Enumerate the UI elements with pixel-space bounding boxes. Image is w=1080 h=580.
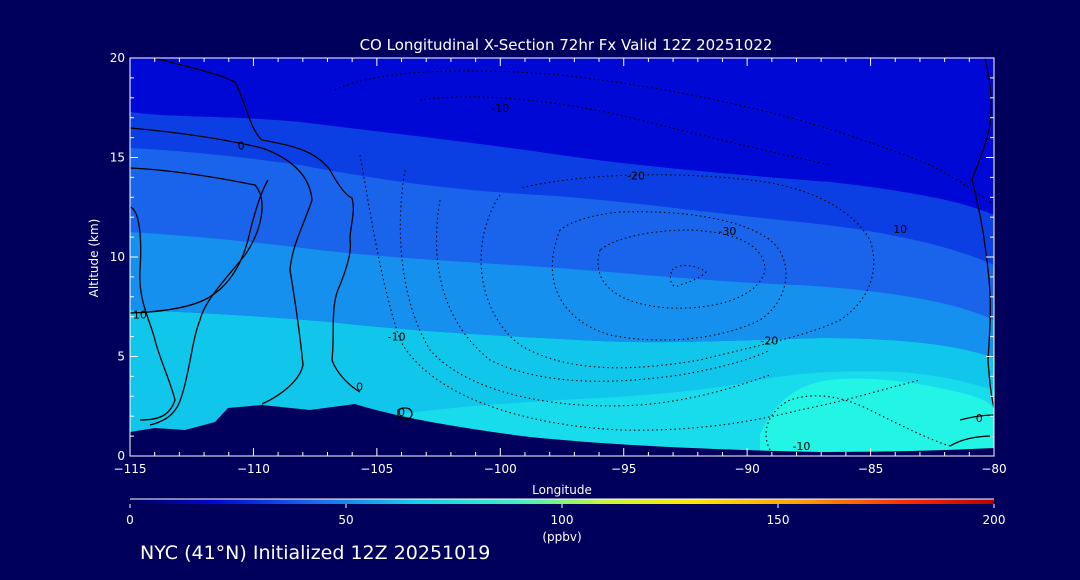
colorbar-tick-label: 0 xyxy=(126,513,134,527)
contour-labels: -10 0 -20 -30 10 10 -10 -20 0 0 0 -10 xyxy=(133,102,983,453)
contour-label: 10 xyxy=(133,309,147,322)
y-tick-label: 15 xyxy=(110,151,125,165)
x-tick-label: −110 xyxy=(237,462,270,476)
contour-label: -20 xyxy=(760,335,778,348)
y-tick-label: 10 xyxy=(110,250,125,264)
y-axis-label: Altitude (km) xyxy=(87,219,101,298)
x-tick-label: −100 xyxy=(484,462,517,476)
contour-label: -30 xyxy=(718,225,736,238)
band-upper xyxy=(130,112,994,265)
y-tick-label: 20 xyxy=(110,51,125,65)
colorbar-tick-label: 50 xyxy=(338,513,353,527)
contour-dotted-2 xyxy=(419,96,831,166)
contour-solid-8 xyxy=(959,414,994,421)
y-tick-label: 5 xyxy=(117,350,125,364)
contour-dotted-10 xyxy=(765,395,951,451)
contour-dotted-9 xyxy=(669,264,707,287)
contour-label: -10 xyxy=(491,102,509,115)
colorbar-unit: (ppbv) xyxy=(542,530,581,544)
colorbar-tick-label: 100 xyxy=(551,513,574,527)
contour-label: -20 xyxy=(627,169,645,182)
contour-dotted-1 xyxy=(334,70,994,206)
contour-label: 10 xyxy=(893,223,907,236)
colorbar-tick-label: 200 xyxy=(983,513,1006,527)
contour-dotted-6 xyxy=(480,174,875,369)
colorbar-tick-label: 150 xyxy=(767,513,790,527)
footer-caption: NYC (41°N) Initialized 12Z 20251019 xyxy=(140,542,491,564)
contour-label: -10 xyxy=(792,440,810,453)
contour-solid-1 xyxy=(154,58,361,393)
x-tick-label: −80 xyxy=(981,462,1006,476)
band-top xyxy=(130,58,994,215)
contour-dotted-5 xyxy=(435,199,771,382)
dotted-contours xyxy=(334,70,994,451)
band-lower xyxy=(130,232,994,358)
x-tick-label: −95 xyxy=(611,462,636,476)
contour-dotted-3 xyxy=(359,154,921,431)
y-tick-label: 0 xyxy=(117,449,125,463)
concentration-field xyxy=(130,58,994,456)
contour-solid-4 xyxy=(130,206,176,421)
band-mid xyxy=(130,148,994,320)
contour-solid-3 xyxy=(130,167,263,426)
x-tick-label: −85 xyxy=(858,462,883,476)
contour-solid-5 xyxy=(130,179,269,314)
contour-dotted-7 xyxy=(551,211,787,341)
contour-label: 0 xyxy=(976,412,983,425)
terrain xyxy=(130,404,994,456)
contour-label: 0 xyxy=(398,406,405,419)
contour-solid-2 xyxy=(130,127,313,405)
x-axis-label: Longitude xyxy=(532,483,592,497)
contour-label: 0 xyxy=(238,140,245,153)
chart-title: CO Longitudinal X-Section 72hr Fx Valid … xyxy=(360,36,773,54)
contour-label: -10 xyxy=(388,331,406,344)
x-tick-label: −90 xyxy=(734,462,759,476)
x-axis: −115 −110 −105 −100 −95 −90 −85 −80 xyxy=(114,58,1007,476)
x-tick-label: −105 xyxy=(360,462,393,476)
colorbar-bar xyxy=(130,499,994,504)
contour-label: 0 xyxy=(356,380,363,393)
band-surface-max xyxy=(760,378,994,456)
y-axis: 0 5 10 15 20 xyxy=(110,51,994,463)
contour-solid-9 xyxy=(397,407,413,420)
x-tick-label: −115 xyxy=(114,462,147,476)
colorbar: 0 50 100 150 200 (ppbv) xyxy=(126,498,1005,544)
colorbar-ticks: 0 50 100 150 200 xyxy=(126,504,1005,527)
contour-solid-7 xyxy=(949,435,994,447)
